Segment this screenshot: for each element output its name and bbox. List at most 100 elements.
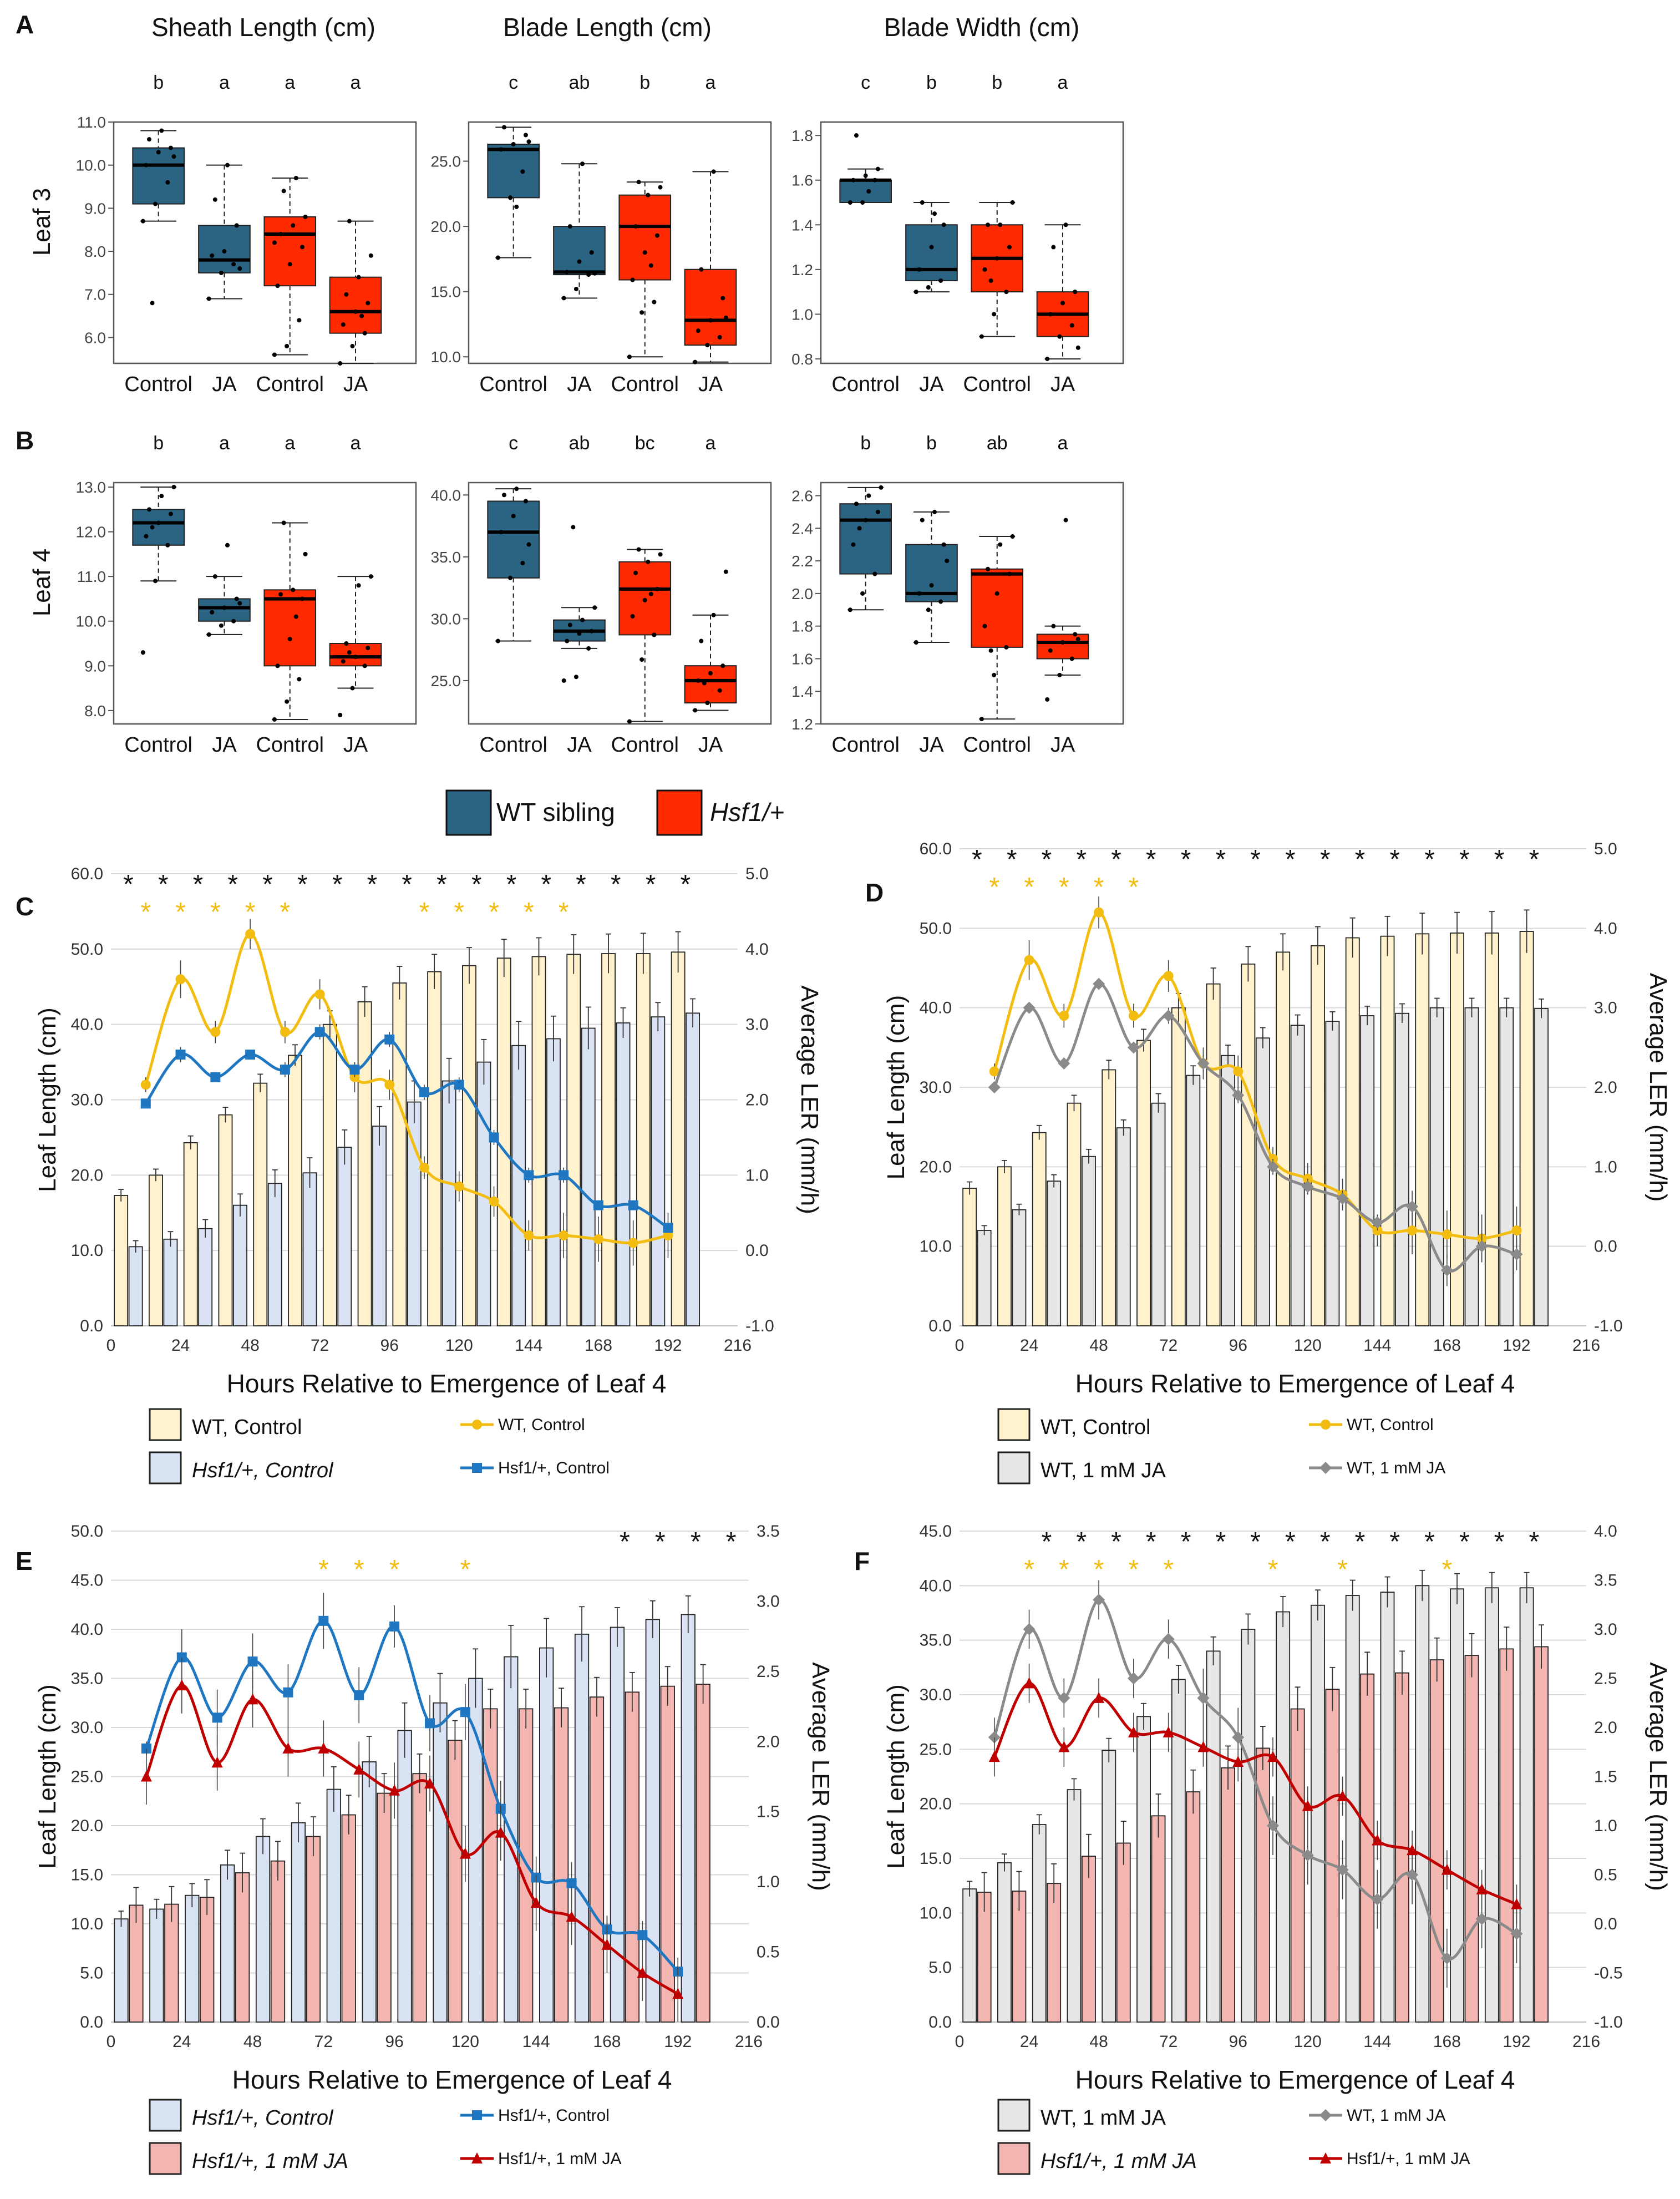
x-category-label: Control bbox=[256, 733, 324, 757]
data-point bbox=[272, 352, 277, 357]
y-tick-label: 0.0 bbox=[80, 1317, 103, 1335]
x-category-label: Control bbox=[611, 733, 679, 757]
y-tick-label: 1.4 bbox=[791, 216, 813, 234]
x-category-label: Control bbox=[963, 373, 1031, 396]
line-marker-diamond bbox=[1232, 1731, 1245, 1744]
data-point bbox=[992, 312, 997, 317]
y-tick-label: 35.0 bbox=[431, 549, 461, 566]
y-tick-label: 1.2 bbox=[791, 261, 813, 278]
bar-hsf1-control bbox=[581, 1027, 596, 1326]
x-tick-label: 120 bbox=[1294, 2033, 1322, 2051]
y2-tick-label: 1.5 bbox=[757, 1803, 780, 1821]
legend-bar-label: Hsf1/+, 1 mM JA bbox=[192, 2150, 348, 2173]
data-point bbox=[1048, 312, 1053, 317]
data-point bbox=[654, 586, 659, 591]
bar-wt-1-mm-ja bbox=[1116, 1127, 1131, 1326]
data-point bbox=[648, 591, 653, 596]
line-marker-diamond bbox=[1197, 1691, 1210, 1704]
data-point bbox=[994, 591, 999, 596]
data-point bbox=[278, 231, 283, 236]
significance-asterisk-gold: * bbox=[454, 898, 464, 927]
data-point bbox=[150, 525, 155, 530]
data-point bbox=[171, 485, 176, 490]
y-tick-label: 11.0 bbox=[77, 568, 106, 585]
data-point bbox=[929, 245, 934, 250]
data-point bbox=[988, 648, 993, 653]
significance-letter: a bbox=[706, 72, 716, 93]
bar-wt-control bbox=[1484, 933, 1499, 1326]
line-marker-square bbox=[593, 1200, 603, 1210]
bar-wt-control bbox=[1276, 951, 1291, 1326]
line-marker-triangle bbox=[1320, 2152, 1331, 2163]
y2-axis-title: Average LER (mm/h) bbox=[807, 1662, 834, 1891]
data-point bbox=[1004, 645, 1009, 650]
data-point bbox=[285, 343, 290, 348]
data-point bbox=[1004, 290, 1009, 295]
bar-hsf1-control bbox=[539, 1647, 554, 2023]
data-point bbox=[633, 570, 638, 575]
data-point bbox=[281, 189, 286, 194]
y2-tick-label: 1.0 bbox=[745, 1166, 769, 1184]
significance-asterisk-black: * bbox=[193, 870, 204, 899]
y2-tick-label: 4.0 bbox=[1594, 1522, 1617, 1541]
bar-hsf1-control bbox=[362, 1761, 377, 2023]
significance-asterisk-gold: * bbox=[1163, 1555, 1174, 1584]
data-point bbox=[863, 173, 868, 178]
bar-wt-1-mm-ja bbox=[1082, 1156, 1096, 1326]
significance-asterisk-gold: * bbox=[175, 898, 186, 927]
y-tick-label: 40.0 bbox=[920, 999, 952, 1017]
x-tick-label: 216 bbox=[724, 1336, 752, 1355]
line-marker-circle bbox=[524, 1230, 534, 1240]
significance-asterisk-black: * bbox=[1181, 845, 1191, 874]
data-point bbox=[866, 493, 871, 498]
data-point bbox=[565, 639, 570, 644]
data-point bbox=[646, 559, 651, 564]
legend-bar-label: WT, Control bbox=[1041, 1416, 1150, 1439]
y-tick-label: 60.0 bbox=[920, 840, 952, 858]
data-point bbox=[287, 262, 292, 267]
significance-asterisk-gold: * bbox=[989, 873, 999, 902]
data-point bbox=[875, 166, 880, 171]
legend-bar-swatch bbox=[997, 2142, 1031, 2175]
significance-letter: a bbox=[1058, 72, 1068, 93]
data-point bbox=[717, 335, 722, 340]
bar-wt-control bbox=[636, 953, 651, 1326]
y-tick-label: 35.0 bbox=[920, 1631, 952, 1650]
line-marker-triangle bbox=[176, 1679, 187, 1691]
line-marker-diamond bbox=[1127, 1041, 1140, 1054]
significance-asterisk-black: * bbox=[646, 870, 656, 899]
significance-asterisk-black: * bbox=[1459, 1527, 1470, 1557]
x-tick-label: 144 bbox=[1363, 2033, 1391, 2051]
bar-wt-control bbox=[253, 1082, 268, 1326]
box-hsf1- bbox=[263, 216, 317, 287]
data-point bbox=[303, 214, 308, 219]
data-point bbox=[586, 646, 591, 651]
bar-wt-control bbox=[114, 1195, 129, 1326]
line-marker-square bbox=[460, 1707, 470, 1717]
line-marker-square bbox=[524, 1170, 534, 1180]
y-tick-label: 40.0 bbox=[71, 1620, 103, 1639]
line-marker-circle bbox=[472, 1420, 482, 1430]
y-tick-label: 9.0 bbox=[84, 657, 106, 675]
data-point bbox=[720, 296, 725, 301]
data-point bbox=[219, 623, 224, 628]
x-category-label: JA bbox=[919, 733, 944, 757]
significance-letter: b bbox=[153, 433, 164, 454]
data-point bbox=[366, 646, 370, 651]
x-tick-label: 144 bbox=[515, 1336, 542, 1355]
data-point bbox=[926, 285, 931, 290]
bar-hsf1-control bbox=[686, 1012, 701, 1326]
data-point bbox=[717, 688, 722, 693]
significance-asterisk-black: * bbox=[506, 870, 517, 899]
box-hsf1- bbox=[329, 276, 382, 334]
bar-hsf1-control bbox=[511, 1045, 526, 1326]
y2-axis-title: Average LER (mm/h) bbox=[1645, 973, 1672, 1202]
significance-letter: b bbox=[153, 72, 164, 93]
box-title-blade-width: Blade Width (cm) bbox=[884, 13, 1080, 42]
data-point bbox=[658, 552, 663, 557]
bar-hsf1-1-mm-ja bbox=[589, 1696, 605, 2023]
line-marker-triangle bbox=[247, 1693, 258, 1705]
data-point bbox=[338, 712, 343, 717]
data-point bbox=[580, 617, 585, 622]
data-point bbox=[523, 499, 528, 504]
